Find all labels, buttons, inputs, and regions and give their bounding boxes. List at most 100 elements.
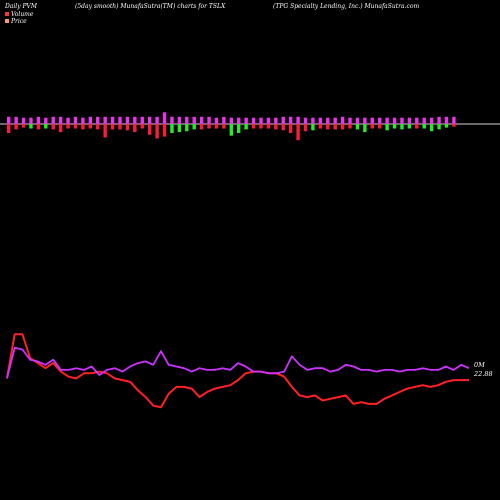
pvm-bar-down (392, 124, 397, 129)
pvm-bar-up (266, 117, 271, 124)
pvm-bar-up (340, 116, 345, 124)
volume-line (6, 346, 470, 379)
pvm-bar-up (378, 117, 382, 124)
pvm-bar-up (348, 117, 352, 124)
pvm-bar-up (207, 116, 211, 124)
pvm-bar-up (162, 112, 167, 124)
pvm-bar-up (222, 116, 226, 124)
pvm-bar-up (58, 116, 63, 124)
pvm-bar-up (73, 116, 78, 124)
pvm-bar-up (385, 117, 389, 124)
legend-price-swatch (5, 19, 9, 23)
pvm-bar-up (21, 117, 26, 124)
pvm-bar-up (170, 116, 174, 124)
pvm-bar-up (370, 117, 374, 124)
pvm-bar-up (118, 116, 122, 124)
header-right: (TPG Specialty Lending, Inc.) MunafaSutr… (273, 3, 419, 10)
pvm-bar-down (7, 124, 11, 133)
pvm-bar-down (222, 124, 226, 129)
pvm-bar-up (133, 116, 137, 124)
pvm-bar-down (207, 124, 211, 129)
pvm-bar-down (303, 124, 308, 132)
pvm-bar-down (259, 124, 263, 129)
pvm-bar-down (229, 124, 233, 136)
price-line (6, 333, 469, 409)
pvm-bar-up (437, 116, 441, 124)
pvm-bar-down (162, 124, 167, 137)
pvm-bar-down (44, 124, 48, 129)
pvm-bar-up (259, 117, 263, 124)
pvm-bar-up (199, 116, 204, 124)
pvm-bar-up (444, 116, 449, 124)
pvm-bar-up (422, 117, 426, 124)
pvm-bar-down (81, 124, 85, 130)
pvm-bar-up (296, 116, 300, 124)
pvm-bar-up (318, 117, 323, 124)
pvm-bar-up (51, 116, 55, 124)
pvm-bar-up (103, 116, 107, 124)
pvm-bar-down (400, 124, 404, 130)
pvm-bar-up (415, 117, 419, 124)
pvm-bar-down (318, 124, 323, 129)
pvm-bar-up (110, 116, 115, 124)
pvm-bar-down (348, 124, 352, 129)
legend-price-label: Price (10, 18, 27, 25)
pvm-bar-up (96, 116, 100, 124)
pvm-bar-down (58, 124, 63, 133)
pvm-bar-down (103, 124, 107, 138)
price-volume-lines (6, 333, 470, 409)
pvm-bar-up (244, 117, 248, 124)
header-center: (5day smooth) MunafaSutra(TM) charts for… (75, 3, 226, 10)
pvm-bar-down (237, 124, 241, 133)
pvm-bar-down (244, 124, 248, 130)
pvm-bar-down (51, 124, 55, 130)
pvm-bar-up (44, 117, 48, 124)
pvm-bar-up (452, 116, 456, 124)
pvm-bar-up (81, 117, 85, 124)
pvm-bar-down (29, 124, 33, 129)
pvm-bar-up (281, 116, 285, 124)
pvm-bar-up (14, 116, 18, 124)
pvm-bar-down (355, 124, 360, 130)
pvm-bar-up (355, 117, 360, 124)
pvm-bar-down (385, 124, 389, 131)
pvm-bar-down (88, 124, 93, 129)
pvm-bar-down (110, 124, 115, 130)
pvm-bar-up (147, 116, 152, 124)
pvm-bar-down (444, 124, 449, 128)
pvm-bar-down (311, 124, 315, 131)
pvm-bar-up (400, 117, 404, 124)
volume-end-label: 0M (474, 361, 485, 369)
legend-volume-label: Volume (11, 11, 34, 18)
pvm-bar-up (155, 116, 159, 124)
pvm-bar-down (96, 124, 100, 130)
pvm-bar-down (185, 124, 189, 132)
pvm-bar-down (177, 124, 182, 133)
price-end-label: 22.88 (473, 370, 493, 378)
pvm-bar-up (237, 117, 241, 124)
pvm-bar-up (125, 116, 130, 124)
pvm-bar-down (14, 124, 18, 130)
pvm-bar-down (66, 124, 70, 129)
pvm-bar-down (125, 124, 130, 131)
pvm-bar-up (429, 117, 434, 124)
pvm-bar-down (340, 124, 345, 130)
pvm-bar-down (378, 124, 382, 129)
header-left: Daily PVM (4, 3, 38, 10)
pvm-bar-down (36, 124, 41, 130)
pvm-bar-up (311, 117, 315, 124)
pvm-bar-down (21, 124, 26, 128)
pvm-bar-up (140, 116, 144, 124)
pvm-bars (7, 112, 456, 141)
pvm-bar-up (7, 116, 11, 124)
pvm-bar-up (192, 116, 196, 124)
pvm-bar-down (133, 124, 137, 133)
pvm-bar-down (422, 124, 426, 129)
pvm-bar-up (177, 116, 182, 124)
pvm-bar-up (333, 117, 337, 124)
pvm-bar-up (29, 117, 33, 124)
pvm-bar-up (407, 117, 412, 124)
pvm-bar-down (118, 124, 122, 130)
